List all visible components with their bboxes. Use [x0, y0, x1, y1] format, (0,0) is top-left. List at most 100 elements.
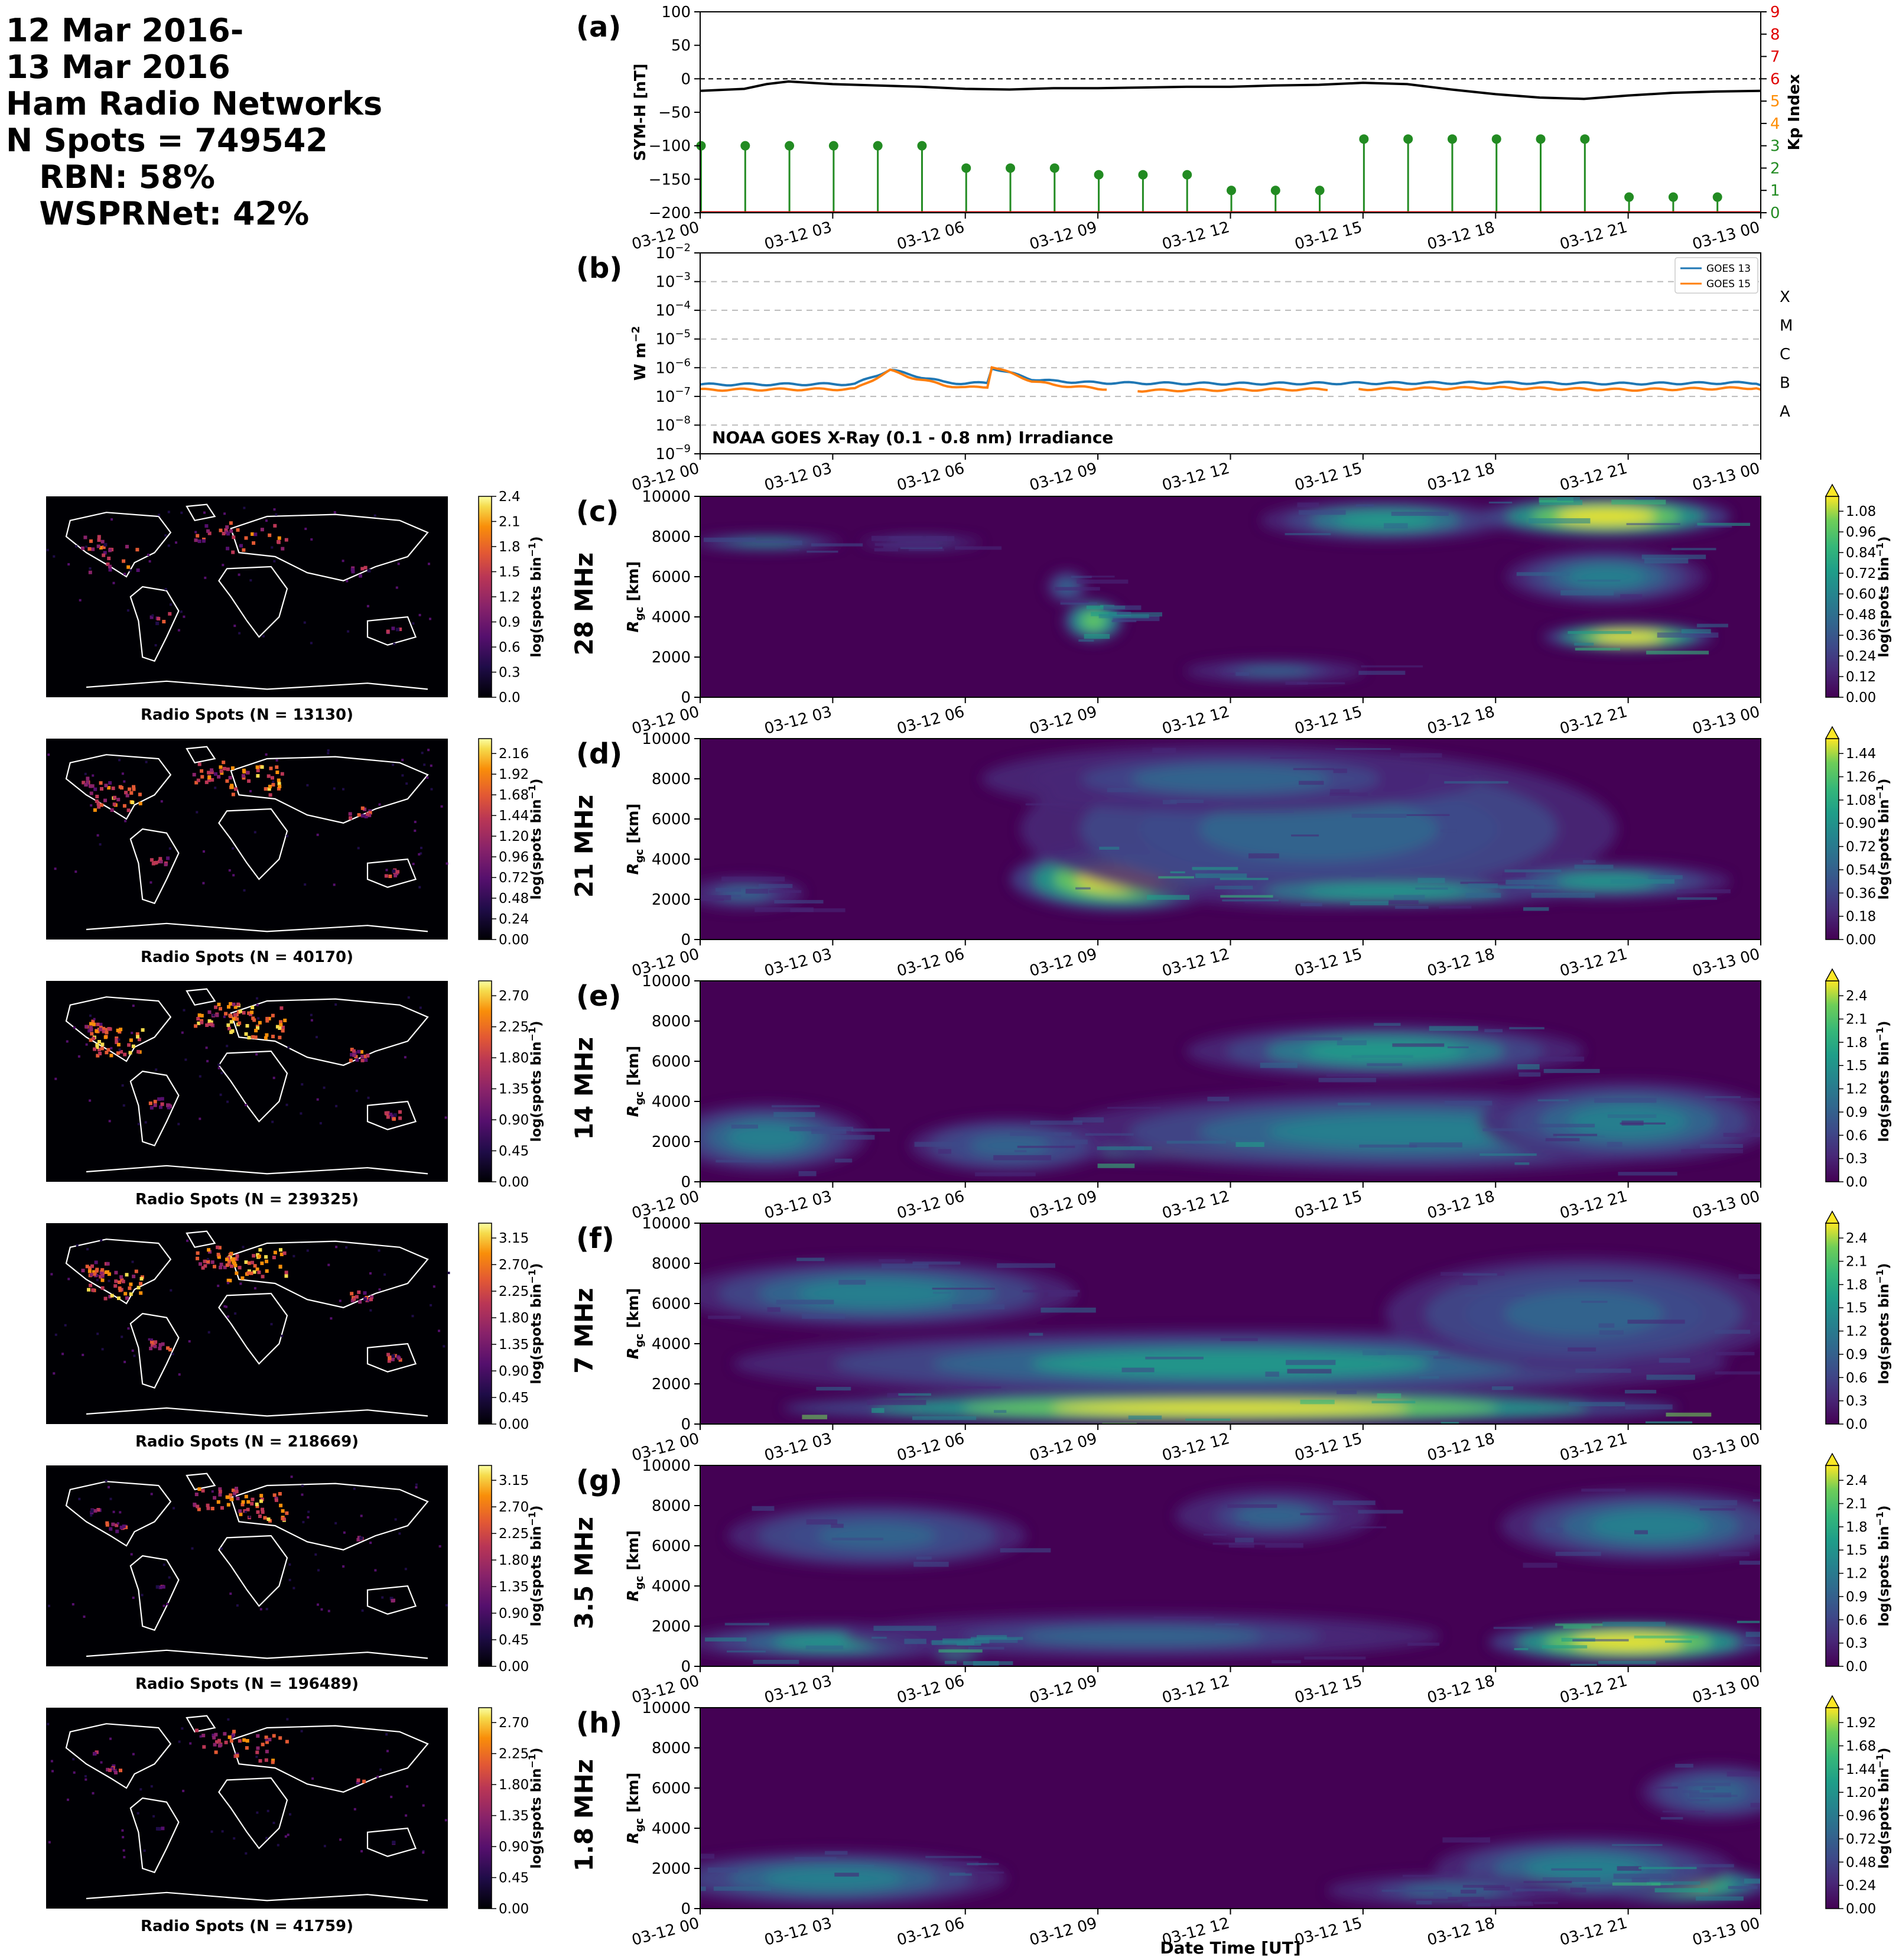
spot-cell — [157, 1097, 161, 1101]
heatmap-cell — [1060, 602, 1097, 605]
spot-cell — [113, 1769, 117, 1773]
heatmap-cell — [1064, 1139, 1088, 1145]
spot-cell — [229, 1592, 232, 1595]
spot-cell — [279, 1020, 283, 1024]
heatmap-cell — [1617, 1866, 1642, 1871]
spot-cell — [127, 1043, 131, 1047]
heatmap-cell — [882, 1263, 929, 1269]
cbar-tick-label: 2.1 — [1846, 1012, 1868, 1028]
spot-cell — [363, 1054, 367, 1058]
spot-cell — [279, 1023, 283, 1027]
map-cbar-tick-label: 0.00 — [499, 1175, 529, 1190]
heatmap-cell — [1078, 639, 1094, 642]
spot-cell — [137, 1123, 140, 1126]
y-tick-label: 10−2 — [655, 242, 691, 262]
heatmap-cell — [1687, 1799, 1710, 1802]
heatmap-cell — [1662, 1811, 1705, 1813]
heatmap-cell — [1512, 1892, 1535, 1896]
heatmap-cell — [925, 1855, 981, 1858]
heatmap-cell — [1674, 1764, 1693, 1768]
heatmap-cell — [1607, 1114, 1657, 1118]
cbar-tick-label: 0.36 — [1846, 628, 1876, 643]
heatmap-cell — [1113, 616, 1160, 622]
coastline — [186, 503, 216, 522]
kp-marker — [1668, 192, 1678, 202]
spot-cell — [99, 843, 102, 846]
map-cbar-tick-label: 0.72 — [499, 870, 529, 886]
heatmap-cell — [1568, 1347, 1596, 1352]
heatmap-cell — [867, 1400, 926, 1405]
spot-cell — [166, 1103, 170, 1107]
spot-cell — [398, 628, 402, 631]
heatmap-cell — [1468, 883, 1498, 888]
spot-cell — [253, 1287, 256, 1290]
heatmap-cell — [1568, 1402, 1625, 1406]
heatmap-cell — [790, 908, 846, 912]
spot-cell — [92, 1036, 96, 1041]
spot-cell — [108, 564, 112, 568]
spot-cell — [277, 1844, 279, 1847]
spot-cell — [205, 1023, 209, 1027]
heatmap-cell — [1716, 1098, 1761, 1101]
heatmap-cell — [1333, 768, 1347, 773]
spot-cell — [385, 869, 388, 872]
spot-cell — [357, 1290, 361, 1294]
heatmap-cell — [1737, 1620, 1760, 1623]
spot-cell — [61, 1353, 64, 1356]
heatmap-cell — [1465, 1294, 1525, 1297]
spot-cell — [168, 1576, 171, 1579]
spot-cell — [279, 1248, 282, 1252]
kp-marker — [740, 141, 750, 151]
spot-cell — [319, 1122, 322, 1124]
heatmap-cell — [1744, 1644, 1761, 1646]
heatmap-cell — [1107, 788, 1138, 792]
spot-cell — [97, 535, 101, 539]
y-tick-label: 8000 — [652, 1740, 691, 1757]
heatmap-cell — [891, 536, 955, 541]
spot-cell — [54, 1077, 57, 1080]
map-cbar-tick-label: 1.8 — [499, 539, 521, 555]
heatmap-cell — [1568, 631, 1632, 634]
heatmap-cell — [1082, 576, 1115, 578]
band-label: 28 MHz — [570, 552, 599, 655]
heatmap-cell — [1618, 1172, 1677, 1176]
spot-cell — [196, 1256, 200, 1260]
heatmap-cell — [1085, 1133, 1134, 1136]
heatmap-cell — [1270, 756, 1335, 759]
spot-cell — [121, 1829, 124, 1832]
y-tick-label: 10−7 — [655, 385, 691, 406]
spot-cell — [98, 1052, 102, 1055]
spot-cell — [84, 1778, 87, 1781]
spot-cell — [213, 1743, 217, 1747]
spot-cell — [67, 1278, 70, 1280]
spot-cell — [378, 803, 381, 806]
spot-cell — [256, 768, 260, 772]
heatmap-cell — [1509, 1027, 1544, 1029]
spot-cell — [150, 1343, 154, 1347]
map-cbar-tick-label: 1.44 — [499, 808, 529, 824]
heatmap-cell — [1644, 558, 1689, 564]
spot-cell — [288, 1563, 291, 1566]
spot-cell — [264, 1036, 268, 1040]
heatmap-cell — [834, 1158, 853, 1163]
spot-cell — [256, 1510, 260, 1514]
cbar-tick-label: 2.4 — [1846, 1231, 1868, 1246]
spot-cell — [234, 787, 238, 791]
spot-cell — [307, 1516, 310, 1519]
world-map — [46, 739, 448, 940]
spot-cell — [238, 1266, 242, 1270]
spot-cell — [155, 1826, 160, 1831]
y-tick-label: 2000 — [652, 1618, 691, 1636]
spot-cell — [391, 1599, 395, 1603]
spot-cell — [262, 635, 265, 638]
cbar-tick-label: 0.00 — [1846, 932, 1876, 948]
y-tick-label: 0 — [681, 70, 691, 88]
spot-cell — [236, 528, 240, 532]
spot-cell — [379, 1768, 382, 1771]
spot-cell — [117, 1296, 121, 1301]
spot-cell — [300, 1730, 303, 1733]
heatmap-cell — [1578, 579, 1621, 582]
spot-cell — [102, 545, 106, 550]
spot-cell — [207, 1010, 212, 1014]
heatmap-cell — [1166, 1140, 1226, 1144]
